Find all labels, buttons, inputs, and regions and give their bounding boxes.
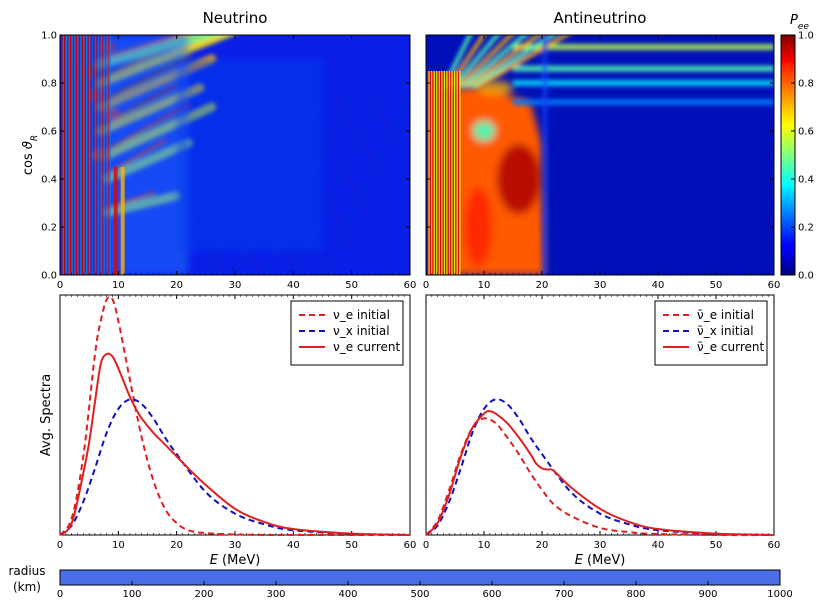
series-line (59, 398, 411, 536)
heatmap-antineutrino: 0 10 20 30 40 50 60 (423, 34, 781, 291)
x-tick-label: 20 (536, 540, 549, 551)
x-tick-label: 10 (478, 540, 491, 551)
x-tick-label: 40 (652, 540, 665, 551)
heatmap-neutrino-image (60, 35, 410, 275)
x-tick-label: 30 (594, 540, 607, 551)
x-tick-label: 0 (57, 540, 63, 551)
colorbar-gradient (780, 34, 796, 276)
legend-label: ν_e initial (333, 308, 390, 322)
spectrum-ylabel: Avg. Spectra (39, 374, 54, 456)
x-tick-label: 40 (287, 280, 300, 291)
spectrum-neutrino: 0 10 20 30 40 50 60 ν_e initial ν_x initial ν_e c… (39, 294, 417, 568)
radius-tick-label: 1000 (767, 589, 792, 600)
y-tick-label: 0.2 (41, 223, 57, 234)
colorbar: Pee 0.0 0.2 0.4 0.6 0.8 1.0 (780, 13, 814, 282)
heatmap-ylabel: cos ϑR (21, 135, 40, 175)
radius-tick-label: 0 (57, 589, 63, 600)
radius-label-line2: (km) (13, 580, 41, 594)
x-tick-label: 20 (536, 280, 549, 291)
x-tick-label: 50 (710, 280, 723, 291)
legend-label: ν̄_e initial (697, 308, 754, 322)
radius-tick-label: 600 (482, 589, 501, 600)
legend-label: ν̄_x initial (697, 324, 754, 338)
x-tick-label: 50 (710, 540, 723, 551)
y-tick-label: 1.0 (41, 31, 57, 42)
colorbar-tick-label: 0.2 (798, 223, 814, 234)
x-tick-label: 10 (112, 280, 125, 291)
y-tick-label: 0.4 (41, 175, 57, 186)
x-tick-label: 60 (404, 280, 417, 291)
x-tick-label: 60 (768, 280, 781, 291)
radius-tick-label: 500 (410, 589, 429, 600)
series-line (59, 352, 411, 536)
spectrum-neutrino-xlabel: E (MeV) (210, 553, 261, 568)
heatmap-neutrino-title: Neutrino (203, 9, 268, 27)
radius-label-line1: radius (8, 564, 45, 578)
radius-tick-label: 700 (554, 589, 573, 600)
x-tick-label: 30 (229, 540, 242, 551)
legend-label: ν̄_e current (697, 340, 764, 354)
colorbar-tick-label: 0.6 (798, 127, 814, 138)
series-line (425, 417, 775, 537)
heatmap-antineutrino-title: Antineutrino (554, 9, 647, 27)
x-tick-label: 10 (112, 540, 125, 551)
x-tick-label: 50 (345, 540, 358, 551)
spectrum-antineutrino-xlabel: E (MeV) (575, 553, 626, 568)
legend-label: ν_x initial (333, 324, 390, 338)
y-tick-label: 0.8 (41, 79, 57, 90)
legend-box (654, 300, 768, 366)
heatmap-antineutrino-image (426, 35, 774, 275)
x-tick-label: 50 (345, 280, 358, 291)
x-tick-label: 30 (229, 280, 242, 291)
colorbar-label: Pee (790, 13, 809, 32)
radius-tick-label: 300 (266, 589, 285, 600)
series-line (425, 398, 775, 536)
series-line (425, 410, 775, 536)
y-tick-label: 0.0 (41, 271, 57, 282)
x-tick-label: 40 (287, 540, 300, 551)
legend-box (290, 300, 404, 366)
x-tick-label: 0 (423, 540, 429, 551)
colorbar-tick-label: 1.0 (798, 31, 814, 42)
spectrum-antineutrino: 0 10 20 30 40 50 60 ν̄_e initial ν̄_x initial ν̄_… (423, 294, 781, 568)
radius-tick-label: 400 (338, 589, 357, 600)
radius-bar: radius (km) 0 100 200 300 400 500 600 700 800 900… (8, 564, 792, 600)
x-tick-label: 0 (57, 280, 63, 291)
x-tick-label: 20 (170, 540, 183, 551)
heatmap-neutrino: 0 10 20 30 40 50 60 0.0 0.2 0.4 0.6 0.8 1.0 cos ϑR (21, 31, 417, 292)
radius-tick-label: 200 (194, 589, 213, 600)
x-tick-label: 30 (594, 280, 607, 291)
radius-tick-label: 800 (626, 589, 645, 600)
radius-tick-label: 100 (122, 589, 141, 600)
x-tick-label: 60 (768, 540, 781, 551)
x-tick-label: 10 (478, 280, 491, 291)
legend-label: ν_e current (333, 340, 400, 354)
colorbar-tick-label: 0.0 (798, 271, 814, 282)
x-tick-label: 20 (170, 280, 183, 291)
colorbar-tick-label: 0.8 (798, 79, 814, 90)
radius-tick-label: 900 (698, 589, 717, 600)
x-tick-label: 0 (423, 280, 429, 291)
x-tick-label: 60 (404, 540, 417, 551)
y-tick-label: 0.6 (41, 127, 57, 138)
series-line (59, 295, 410, 537)
x-tick-label: 40 (652, 280, 665, 291)
colorbar-tick-label: 0.4 (798, 175, 814, 186)
